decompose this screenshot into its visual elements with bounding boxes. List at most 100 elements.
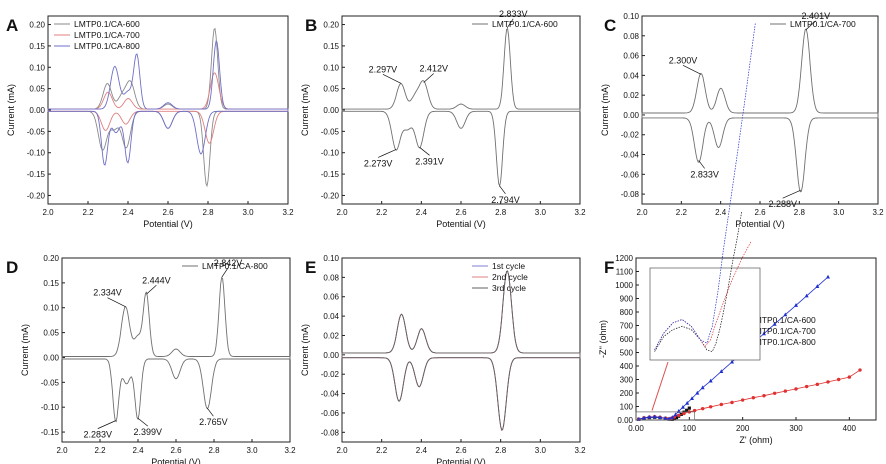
data-point <box>783 389 788 393</box>
annotation-arrow <box>805 20 817 31</box>
y-tick-label: 0.15 <box>43 279 59 288</box>
data-point <box>751 396 756 400</box>
y-tick-label: 0.00 <box>323 351 339 360</box>
y-tick-label: 800 <box>620 308 634 317</box>
y-tick-label: 0.06 <box>323 293 339 302</box>
data-point <box>730 359 734 364</box>
y-tick-label: 0.10 <box>623 12 639 21</box>
data-point <box>700 385 705 390</box>
y-tick-label: 0.00 <box>623 111 639 120</box>
data-point <box>682 411 686 416</box>
y-tick-label: 0.15 <box>323 42 339 51</box>
y-tick-label: -0.15 <box>321 170 340 179</box>
annotation-arrow <box>682 65 702 75</box>
peak-annotation: 2.444V <box>142 275 171 285</box>
peak-annotation: 2.283V <box>84 430 113 440</box>
y-tick-label: -0.04 <box>621 151 640 160</box>
data-point <box>772 321 777 326</box>
panel-letter: C <box>604 16 616 35</box>
data-point <box>794 303 798 307</box>
x-tick-label: 3.0 <box>833 208 845 217</box>
annotation-arrow <box>221 267 229 278</box>
y-tick-label: 1100 <box>616 268 634 277</box>
x-tick-label: 2.2 <box>376 208 388 217</box>
zoom-region <box>635 411 696 421</box>
annotation-arrow <box>137 417 149 427</box>
panel-letter: A <box>6 16 18 35</box>
y-tick-label: 700 <box>620 322 634 331</box>
peak-annotation: 2.273V <box>364 158 393 168</box>
y-tick-label: 0.05 <box>43 329 59 338</box>
peak-annotation: 2.833V <box>690 169 719 179</box>
y-tick-label: 0.05 <box>323 85 339 94</box>
data-point <box>642 415 646 420</box>
annotation-arrow <box>97 420 116 429</box>
panel-letter: D <box>6 258 18 277</box>
x-tick-label: 2.0 <box>336 208 348 217</box>
x-tick-label: 3.2 <box>282 208 294 217</box>
y-tick-label: -0.10 <box>27 149 46 158</box>
y-tick-label: 0.10 <box>29 63 45 72</box>
plot-frame <box>61 257 291 443</box>
series-line-1 <box>47 27 289 188</box>
series-line-2 <box>47 72 289 144</box>
data-point <box>847 375 852 379</box>
y-tick-label: 0.05 <box>29 85 45 94</box>
data-point <box>670 415 675 419</box>
legend-entry: LMTP0.1/CA-800 <box>202 261 268 271</box>
y-tick-label: 0.04 <box>623 71 639 80</box>
y-tick-label: -0.08 <box>621 190 640 199</box>
y-tick-label: 1200 <box>615 254 633 263</box>
data-point <box>685 408 689 412</box>
x-tick-label: 3.0 <box>246 446 258 455</box>
annotation-arrow <box>378 149 397 158</box>
y-tick-label: 0.00 <box>617 416 633 425</box>
series-line-1 <box>61 276 291 423</box>
data-point <box>695 390 700 395</box>
y-axis-label: Current (mA) <box>300 84 310 136</box>
annotation-arrow <box>698 160 705 169</box>
x-tick-label: 2.6 <box>170 446 182 455</box>
data-point <box>658 415 662 419</box>
y-tick-label: 0.10 <box>323 63 339 72</box>
data-point <box>663 416 668 420</box>
y-tick-label: 0.20 <box>43 254 59 263</box>
inset-series-3 <box>654 22 756 351</box>
x-tick-label: 400 <box>843 424 857 433</box>
legend-entry: 3rd cycle <box>492 283 526 293</box>
data-point <box>719 369 724 373</box>
y-tick-label: -0.02 <box>321 370 340 379</box>
panel-D: D 2.0 2.2 2.4 2.6 2.8 3.0 3.2 -0.15 -0.10 -0.05 0.0… <box>6 254 296 464</box>
y-axis-label: -Z'' (ohm) <box>598 320 608 358</box>
legend-entry: LMTP0.1/CA-600 <box>750 315 816 325</box>
x-tick-label: 2.6 <box>455 208 467 217</box>
y-tick-label: -0.06 <box>621 170 640 179</box>
data-point <box>719 402 724 407</box>
y-axis-label: Current (mA) <box>300 324 310 376</box>
x-tick-label: 2.0 <box>42 208 54 217</box>
plot-frame <box>341 257 581 443</box>
x-tick-label: 3.2 <box>574 208 586 217</box>
series-line-2 <box>341 270 581 431</box>
data-point <box>858 368 862 372</box>
panel-E: E 2.0 2.2 2.4 2.6 2.8 3.0 3.2 -0.08 -0.06 -0.04 -0.… <box>300 254 586 464</box>
data-point <box>692 408 697 413</box>
data-point <box>685 400 690 405</box>
y-tick-label: 0.10 <box>43 304 59 313</box>
series-line-3 <box>341 270 581 431</box>
x-tick-label: 200 <box>736 424 750 433</box>
panel-F: F 0.00 100 200 300 400 0.00 100 200 300 400 500 600 7… <box>598 22 877 445</box>
x-tick-label: 2.0 <box>56 446 68 455</box>
data-point <box>740 398 745 402</box>
x-tick-label: 2.4 <box>132 446 144 455</box>
x-axis-label: Potential (V) <box>436 219 486 229</box>
y-tick-label: -0.05 <box>27 127 46 136</box>
peak-annotation: 2.765V <box>199 417 228 427</box>
x-axis-label: Potential (V) <box>735 219 785 229</box>
peak-annotation: 2.833V <box>499 9 528 19</box>
y-tick-label: 0.20 <box>29 21 45 30</box>
x-tick-label: 0.00 <box>628 424 644 433</box>
data-point <box>815 284 820 288</box>
x-tick-label: 2.6 <box>754 208 766 217</box>
